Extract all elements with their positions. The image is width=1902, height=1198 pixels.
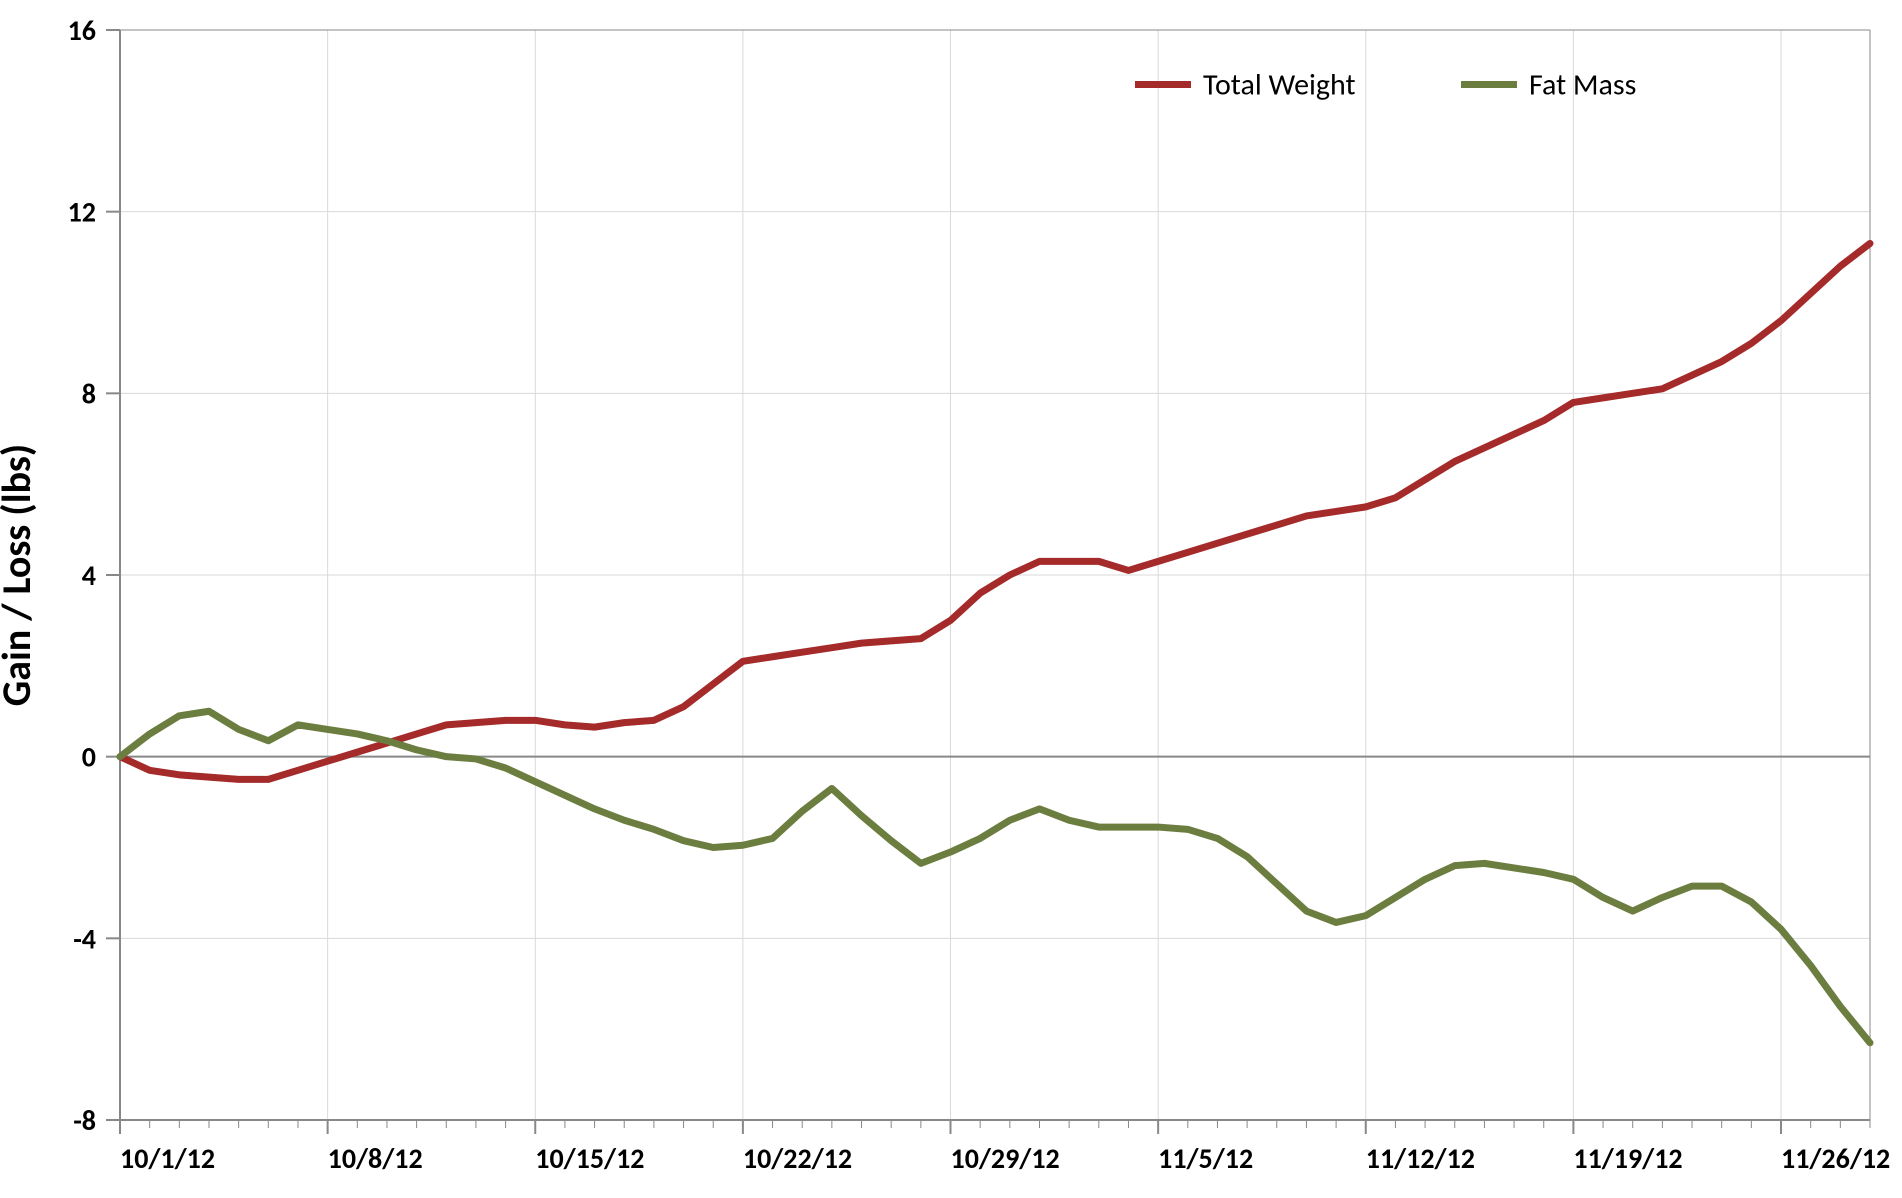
x-tick-label: 10/29/12 <box>951 1141 1060 1176</box>
legend-label: Total Weight <box>1203 67 1356 104</box>
y-tick-label: -8 <box>73 1103 96 1138</box>
x-tick-label: 10/1/12 <box>120 1141 215 1176</box>
y-tick-label: 4 <box>82 558 96 593</box>
x-tick-label: 11/12/12 <box>1366 1141 1475 1176</box>
y-tick-label: 16 <box>68 13 96 48</box>
legend-label: Fat Mass <box>1529 67 1636 104</box>
y-axis-title: Gain / Loss (lbs) <box>0 444 41 707</box>
y-tick-label: 0 <box>82 740 96 775</box>
x-tick-label: 11/5/12 <box>1158 1141 1253 1176</box>
y-tick-label: -4 <box>73 921 96 956</box>
x-tick-label: 11/26/12 <box>1781 1141 1890 1176</box>
y-tick-label: 8 <box>82 376 96 411</box>
x-tick-label: 10/8/12 <box>328 1141 423 1176</box>
weight-chart: -8 -4 0 4 8 12 16 10/1/12 10/8/12 10/15/12 10/22/1… <box>0 0 1902 1198</box>
x-tick-label: 11/19/12 <box>1573 1141 1682 1176</box>
chart-svg: -8 -4 0 4 8 12 16 10/1/12 10/8/12 10/15/12 10/22/1… <box>0 0 1902 1198</box>
x-tick-label: 10/22/12 <box>743 1141 852 1176</box>
y-tick-label: 12 <box>68 195 96 230</box>
x-tick-label: 10/15/12 <box>535 1141 644 1176</box>
